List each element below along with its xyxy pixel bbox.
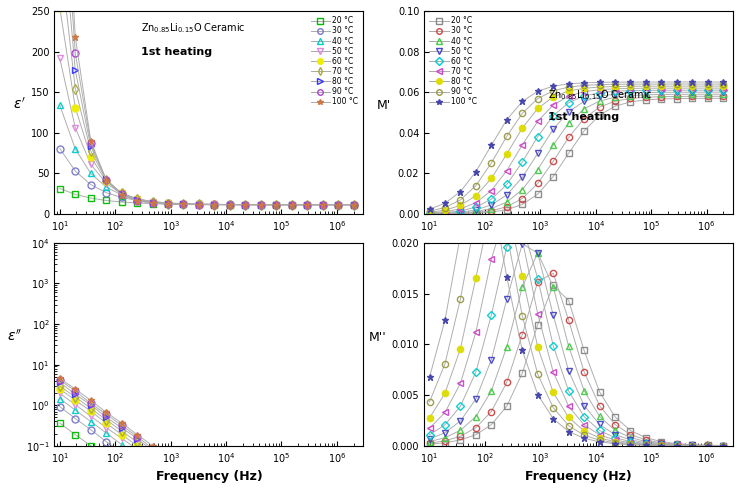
Text: $\rm Zn_{0.85}Li_{0.15}O$ Ceramic: $\rm Zn_{0.85}Li_{0.15}O$ Ceramic	[548, 88, 652, 102]
Legend: 20 °C, 30 °C, 40 °C, 50 °C, 60 °C, 70 °C, 80 °C, 90 °C, 100 °C: 20 °C, 30 °C, 40 °C, 50 °C, 60 °C, 70 °C…	[309, 15, 360, 108]
Y-axis label: $\varepsilon''$: $\varepsilon''$	[7, 329, 22, 344]
Text: 1st heating: 1st heating	[548, 113, 619, 122]
Y-axis label: $\varepsilon'$: $\varepsilon'$	[13, 98, 26, 113]
Text: 1st heating: 1st heating	[141, 48, 212, 57]
Y-axis label: M': M'	[377, 99, 391, 113]
X-axis label: Frequency (Hz): Frequency (Hz)	[525, 470, 632, 483]
X-axis label: Frequency (Hz): Frequency (Hz)	[155, 470, 262, 483]
Legend: 20 °C, 30 °C, 40 °C, 50 °C, 60 °C, 70 °C, 80 °C, 90 °C, 100 °C: 20 °C, 30 °C, 40 °C, 50 °C, 60 °C, 70 °C…	[428, 15, 479, 108]
Text: $\rm Zn_{0.85}Li_{0.15}O$ Ceramic: $\rm Zn_{0.85}Li_{0.15}O$ Ceramic	[141, 21, 246, 35]
Y-axis label: M'': M''	[369, 331, 387, 344]
